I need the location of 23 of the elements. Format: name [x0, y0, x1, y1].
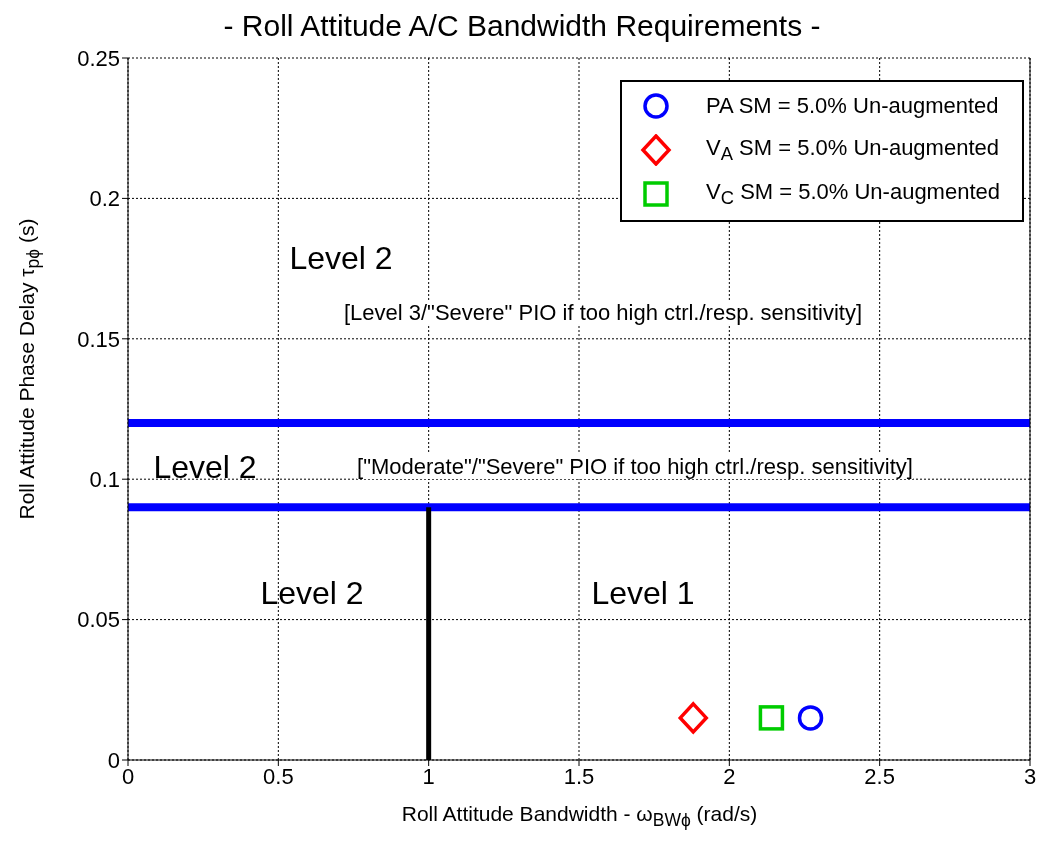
x-tick-label: 2.5 [864, 763, 895, 789]
x-axis-title: Roll Attitude Bandwidth - ω$_{BWϕ}$ (rad/s) [400, 801, 759, 833]
annotation: Level 2 [260, 575, 364, 611]
y-tick-label: 0.05 [77, 607, 120, 633]
annotation: ["Moderate"/"Severe" PIO if too high ctrl./resp. sensitivity] [357, 454, 913, 479]
annotation: Level 1 [591, 575, 695, 611]
y-tick-label: 0.25 [77, 45, 120, 71]
annotation: [Level 3/"Severe" PIO if too high ctrl./resp. sensitivity] [343, 300, 863, 325]
annotation: Level 2 [153, 449, 257, 485]
legend-label: V$_{C}$ SM = 5.0% Un-augmented [706, 178, 1000, 210]
y-tick-label: 0.2 [89, 186, 120, 212]
y-tick-label: 0.1 [89, 467, 120, 493]
x-tick-label: 3 [1023, 763, 1037, 789]
y-tick-label: 0.15 [77, 326, 120, 352]
chart-title: - Roll Attitude A/C Bandwidth Requirements - [222, 8, 822, 44]
annotation: Level 2 [289, 240, 393, 276]
x-tick-label: 1 [422, 763, 435, 789]
legend-label: PA SM = 5.0% Un-augmented [706, 93, 999, 119]
x-tick-label: 1.5 [563, 763, 595, 789]
y-tick-label: 0 [107, 747, 120, 773]
x-tick-label: 2 [723, 763, 736, 789]
x-tick-label: 0.5 [263, 763, 294, 789]
legend-label: V$_{A}$ SM = 5.0% Un-augmented [706, 134, 999, 166]
